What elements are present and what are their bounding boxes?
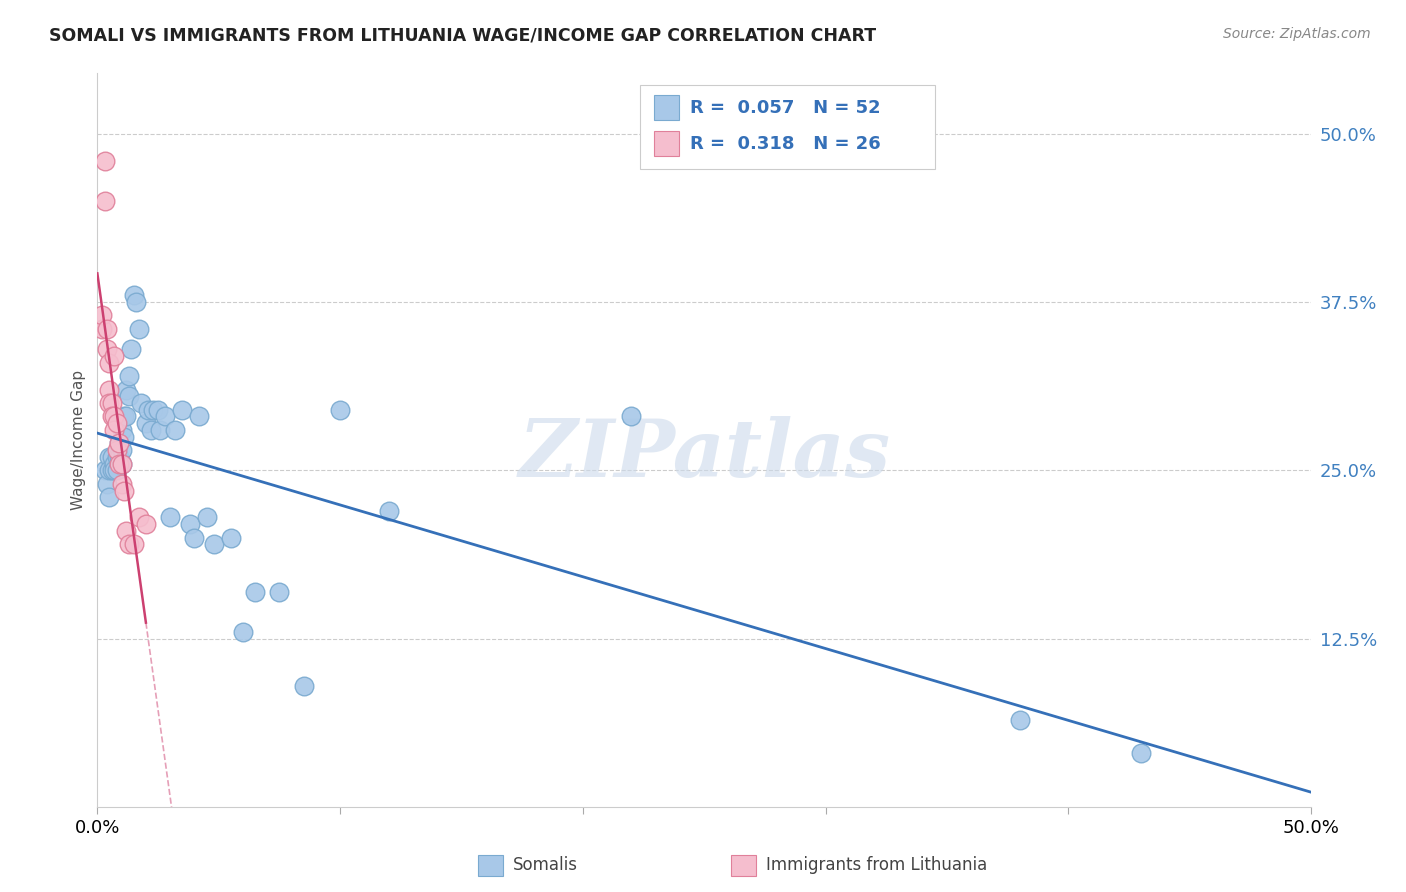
Point	[108, 436, 131, 450]
Point	[111, 457, 134, 471]
Point	[122, 288, 145, 302]
Point	[103, 457, 125, 471]
Point	[105, 416, 128, 430]
Point	[377, 504, 399, 518]
Point	[112, 430, 135, 444]
Y-axis label: Wage/Income Gap: Wage/Income Gap	[72, 370, 86, 510]
Point	[146, 402, 169, 417]
Point	[292, 679, 315, 693]
Point	[108, 450, 131, 464]
Point	[122, 537, 145, 551]
Point	[125, 295, 148, 310]
Point	[115, 524, 138, 538]
Text: ZIPatlas: ZIPatlas	[519, 416, 890, 493]
Point	[1130, 746, 1153, 760]
Point	[91, 309, 114, 323]
Point	[243, 584, 266, 599]
Point	[202, 537, 225, 551]
Point	[135, 416, 157, 430]
Point	[98, 396, 121, 410]
Point	[118, 369, 141, 384]
Point	[111, 423, 134, 437]
Point	[91, 322, 114, 336]
Point	[155, 409, 177, 424]
Point	[108, 457, 131, 471]
Text: SOMALI VS IMMIGRANTS FROM LITHUANIA WAGE/INCOME GAP CORRELATION CHART: SOMALI VS IMMIGRANTS FROM LITHUANIA WAGE…	[49, 27, 876, 45]
Point	[93, 194, 115, 208]
Point	[101, 463, 124, 477]
Text: R =  0.318   N = 26: R = 0.318 N = 26	[690, 135, 882, 153]
Point	[98, 463, 121, 477]
Point	[103, 349, 125, 363]
Point	[219, 531, 242, 545]
Point	[138, 402, 160, 417]
Point	[96, 476, 118, 491]
Text: Immigrants from Lithuania: Immigrants from Lithuania	[766, 856, 987, 874]
Point	[128, 322, 150, 336]
Point	[98, 450, 121, 464]
Point	[128, 510, 150, 524]
Point	[120, 342, 142, 356]
Text: R =  0.057   N = 52: R = 0.057 N = 52	[690, 99, 882, 117]
Point	[118, 389, 141, 403]
Point	[111, 457, 134, 471]
Point	[98, 355, 121, 369]
Point	[129, 396, 152, 410]
Point	[112, 483, 135, 498]
Point	[172, 402, 194, 417]
Point	[329, 402, 352, 417]
Point	[159, 510, 181, 524]
Point	[232, 624, 254, 639]
Point	[1008, 713, 1031, 727]
Point	[108, 436, 131, 450]
Point	[139, 423, 162, 437]
Point	[135, 517, 157, 532]
Point	[93, 153, 115, 168]
Text: Source: ZipAtlas.com: Source: ZipAtlas.com	[1223, 27, 1371, 41]
Point	[183, 531, 205, 545]
Point	[115, 409, 138, 424]
Point	[98, 383, 121, 397]
Point	[179, 517, 201, 532]
Point	[96, 322, 118, 336]
Point	[103, 463, 125, 477]
Point	[118, 537, 141, 551]
Point	[101, 450, 124, 464]
Point	[98, 490, 121, 504]
Point	[115, 383, 138, 397]
Point	[111, 476, 134, 491]
Point	[142, 402, 165, 417]
Point	[93, 463, 115, 477]
Text: Somalis: Somalis	[513, 856, 578, 874]
Point	[163, 423, 186, 437]
Point	[620, 409, 643, 424]
Point	[112, 409, 135, 424]
Point	[96, 342, 118, 356]
Point	[101, 396, 124, 410]
Point	[195, 510, 218, 524]
Point	[269, 584, 291, 599]
Point	[105, 463, 128, 477]
Point	[105, 450, 128, 464]
Point	[103, 423, 125, 437]
Point	[101, 409, 124, 424]
Point	[105, 443, 128, 458]
Point	[103, 409, 125, 424]
Point	[188, 409, 211, 424]
Point	[149, 423, 172, 437]
Point	[111, 443, 134, 458]
